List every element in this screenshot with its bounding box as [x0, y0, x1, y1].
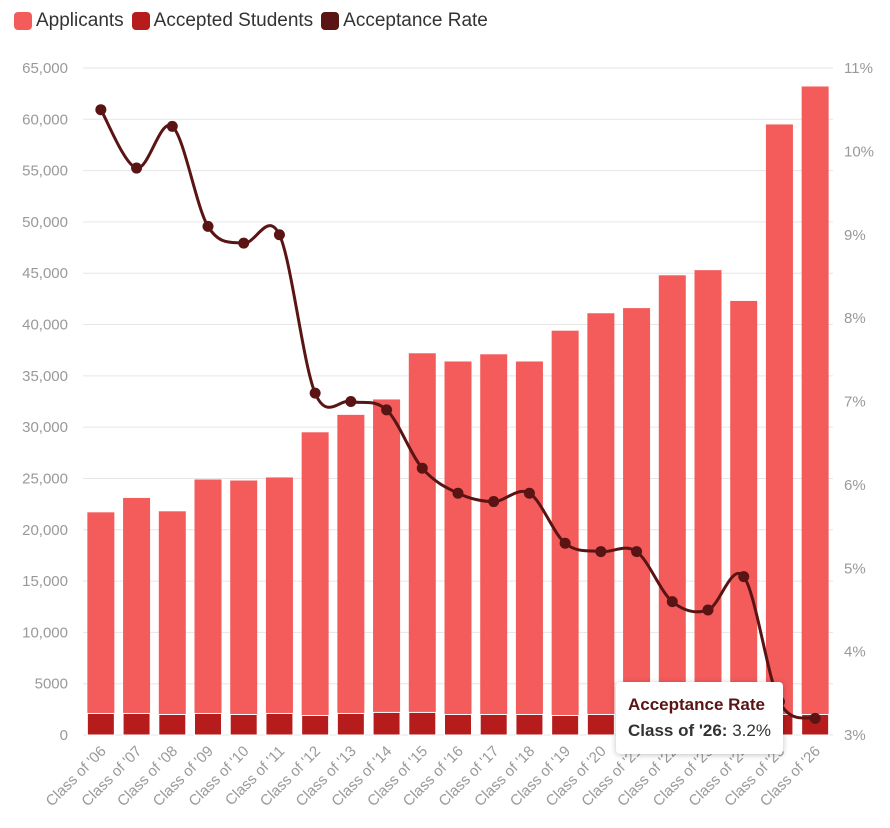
left-tick-label: 20,000	[22, 522, 68, 539]
applicants-bar[interactable]	[408, 353, 436, 735]
applicants-bar[interactable]	[158, 511, 186, 735]
applicants-bar[interactable]	[730, 300, 758, 735]
applicants-bar[interactable]	[480, 354, 508, 735]
applicants-bar[interactable]	[623, 308, 651, 735]
legend-item-rate[interactable]: Acceptance Rate	[321, 10, 488, 32]
right-tick-label: 5%	[844, 560, 866, 577]
rate-point[interactable]	[809, 712, 821, 724]
applicants-bar[interactable]	[230, 480, 258, 735]
right-tick-label: 4%	[844, 644, 866, 661]
rate-point[interactable]	[202, 220, 214, 232]
rate-point[interactable]	[631, 546, 643, 558]
left-tick-label: 45,000	[22, 265, 68, 282]
right-axis: 3% 4% 5% 6% 7% 8% 9% 10% 11%	[844, 60, 874, 744]
applicants-bar[interactable]	[265, 477, 293, 735]
legend-label-accepted: Accepted Students	[153, 10, 314, 31]
accepted-bar[interactable]	[194, 712, 222, 736]
applicants-bar[interactable]	[87, 512, 115, 735]
legend-swatch-rate	[321, 12, 340, 30]
left-tick-label: 5000	[35, 676, 68, 693]
left-tick-label: 65,000	[22, 60, 68, 77]
legend-item-accepted[interactable]: Accepted Students	[131, 10, 314, 32]
rate-point[interactable]	[523, 487, 535, 499]
legend-swatch-applicants	[14, 12, 32, 30]
applicants-bar[interactable]	[515, 361, 543, 735]
accepted-bar[interactable]	[122, 712, 151, 736]
accepted-bar[interactable]	[301, 715, 330, 736]
rate-point[interactable]	[702, 604, 714, 616]
accepted-bar[interactable]	[229, 713, 258, 736]
left-tick-label: 10,000	[22, 624, 68, 641]
left-axis: 0 5000 10,000 15,000 20,000 25,000 30,000 35,00…	[22, 60, 68, 744]
left-tick-label: 35,000	[22, 368, 68, 385]
left-tick-label: 25,000	[22, 470, 68, 487]
rate-point[interactable]	[559, 537, 571, 549]
applicants-bar[interactable]	[587, 313, 615, 735]
accepted-bar[interactable]	[158, 713, 187, 736]
legend-label-applicants: Applicants	[36, 10, 124, 31]
rate-point[interactable]	[595, 546, 607, 558]
tooltip-label: Class of '26:	[628, 721, 728, 740]
applicants-bar[interactable]	[658, 275, 686, 735]
right-tick-label: 10%	[844, 143, 874, 160]
legend-swatch-accepted	[131, 12, 150, 30]
rate-point[interactable]	[452, 487, 464, 499]
tooltip-title: Acceptance Rate	[628, 695, 766, 714]
tooltip: Acceptance Rate Class of '26: 3.2%	[616, 682, 783, 754]
left-tick-label: 60,000	[22, 111, 68, 128]
right-tick-label: 8%	[844, 310, 866, 327]
tooltip-value: 3.2%	[732, 721, 771, 740]
left-tick-label: 15,000	[22, 573, 68, 590]
applicants-bar[interactable]	[694, 270, 722, 735]
rate-point[interactable]	[666, 596, 678, 608]
accepted-bar[interactable]	[586, 713, 615, 736]
applicants-bar[interactable]	[373, 399, 401, 735]
applicants-bar[interactable]	[194, 479, 222, 735]
left-tick-label: 30,000	[22, 419, 68, 436]
rate-point[interactable]	[738, 571, 750, 583]
accepted-bar[interactable]	[372, 711, 401, 736]
left-tick-label: 40,000	[22, 317, 68, 334]
left-tick-label: 0	[60, 727, 68, 744]
applicants-bar[interactable]	[765, 124, 793, 735]
rate-point[interactable]	[273, 229, 285, 241]
legend-item-applicants[interactable]: Applicants	[14, 10, 124, 32]
legend-label-rate: Acceptance Rate	[343, 10, 488, 31]
rate-point[interactable]	[345, 396, 357, 407]
legend: Applicants Accepted Students Acceptance …	[14, 10, 488, 32]
bars	[86, 86, 830, 736]
right-tick-label: 6%	[844, 477, 866, 494]
applicants-bar[interactable]	[301, 432, 329, 735]
applicants-bar[interactable]	[337, 414, 365, 735]
rate-point[interactable]	[238, 237, 250, 249]
accepted-bar[interactable]	[515, 713, 544, 736]
right-tick-label: 9%	[844, 227, 866, 244]
left-tick-label: 50,000	[22, 214, 68, 231]
rate-point[interactable]	[309, 387, 321, 399]
rate-point[interactable]	[488, 496, 500, 508]
accepted-bar[interactable]	[86, 712, 115, 736]
rate-line	[95, 104, 821, 724]
accepted-bar[interactable]	[408, 711, 437, 736]
accepted-bar[interactable]	[479, 713, 508, 736]
rate-point[interactable]	[416, 462, 428, 474]
rate-point[interactable]	[95, 104, 107, 116]
rate-point[interactable]	[131, 162, 143, 174]
accepted-bar[interactable]	[265, 712, 294, 736]
accepted-bar[interactable]	[336, 712, 365, 736]
accepted-bar[interactable]	[444, 713, 472, 736]
applicants-bar[interactable]	[444, 361, 472, 735]
right-tick-label: 7%	[844, 394, 866, 411]
applicants-bar[interactable]	[801, 86, 829, 736]
right-tick-label: 3%	[844, 727, 866, 744]
applicants-bar[interactable]	[123, 497, 151, 735]
rate-point[interactable]	[166, 120, 178, 132]
rate-point[interactable]	[381, 404, 393, 416]
accepted-bar[interactable]	[551, 715, 580, 736]
right-tick-label: 11%	[844, 60, 873, 77]
tooltip-body: Class of '26: 3.2%	[628, 718, 771, 744]
left-tick-label: 55,000	[22, 163, 68, 180]
